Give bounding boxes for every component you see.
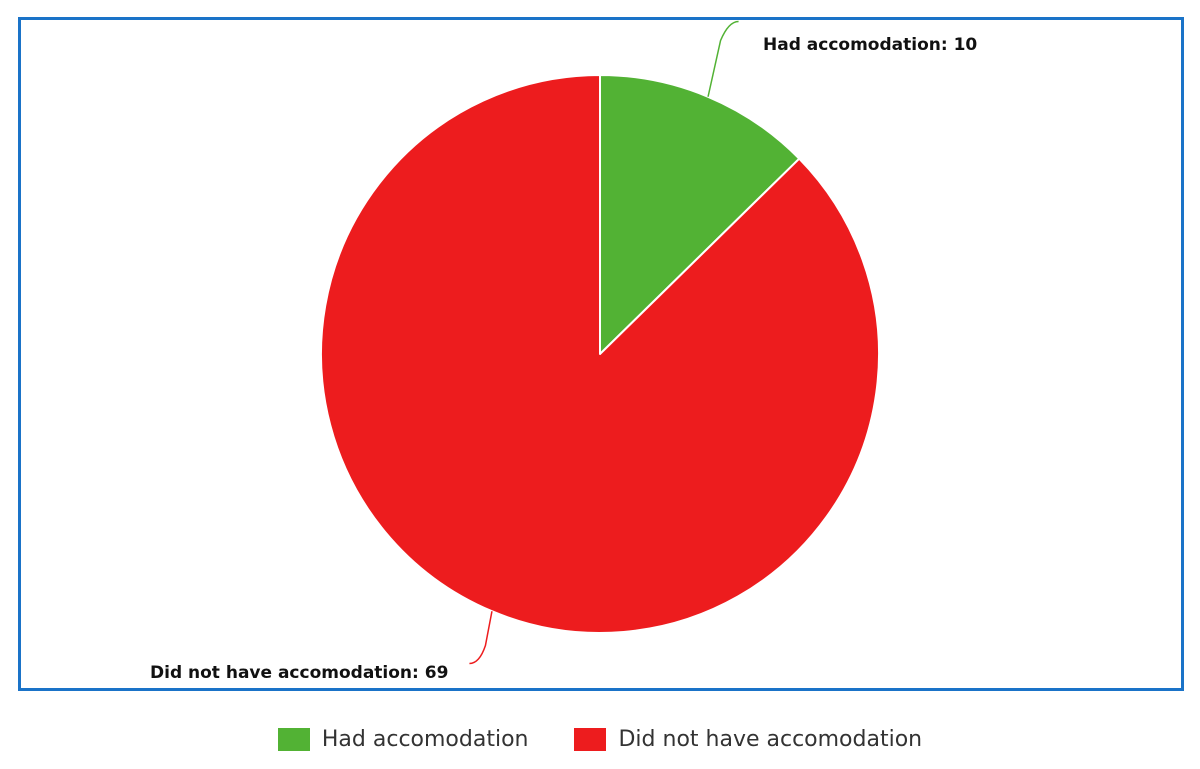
- legend-swatch-had-accomodation: [277, 727, 310, 751]
- legend-label-had-accomodation: Had accomodation: [321, 726, 529, 752]
- legend: Had accomodation Did not have accomodati…: [0, 722, 1200, 756]
- leader-line-did-not-have-accomodation: [469, 611, 493, 665]
- data-label-had-accomodation: Had accomodation: 10: [763, 35, 977, 55]
- legend-item-did-not-have-accomodation[interactable]: Did not have accomodation: [574, 727, 922, 752]
- legend-swatch-did-not-have-accomodation: [574, 727, 607, 751]
- data-label-did-not-have-accomodation: Did not have accomodation: 69: [150, 663, 448, 683]
- chart-frame: Had accomodation: 10 Did not have accomo…: [18, 17, 1184, 691]
- legend-label-did-not-have-accomodation: Did not have accomodation: [618, 726, 923, 752]
- legend-item-had-accomodation[interactable]: Had accomodation: [277, 726, 529, 752]
- leader-line-had-accomodation: [707, 20, 739, 97]
- pie-chart: Had accomodation: 10 Did not have accomo…: [150, 20, 977, 683]
